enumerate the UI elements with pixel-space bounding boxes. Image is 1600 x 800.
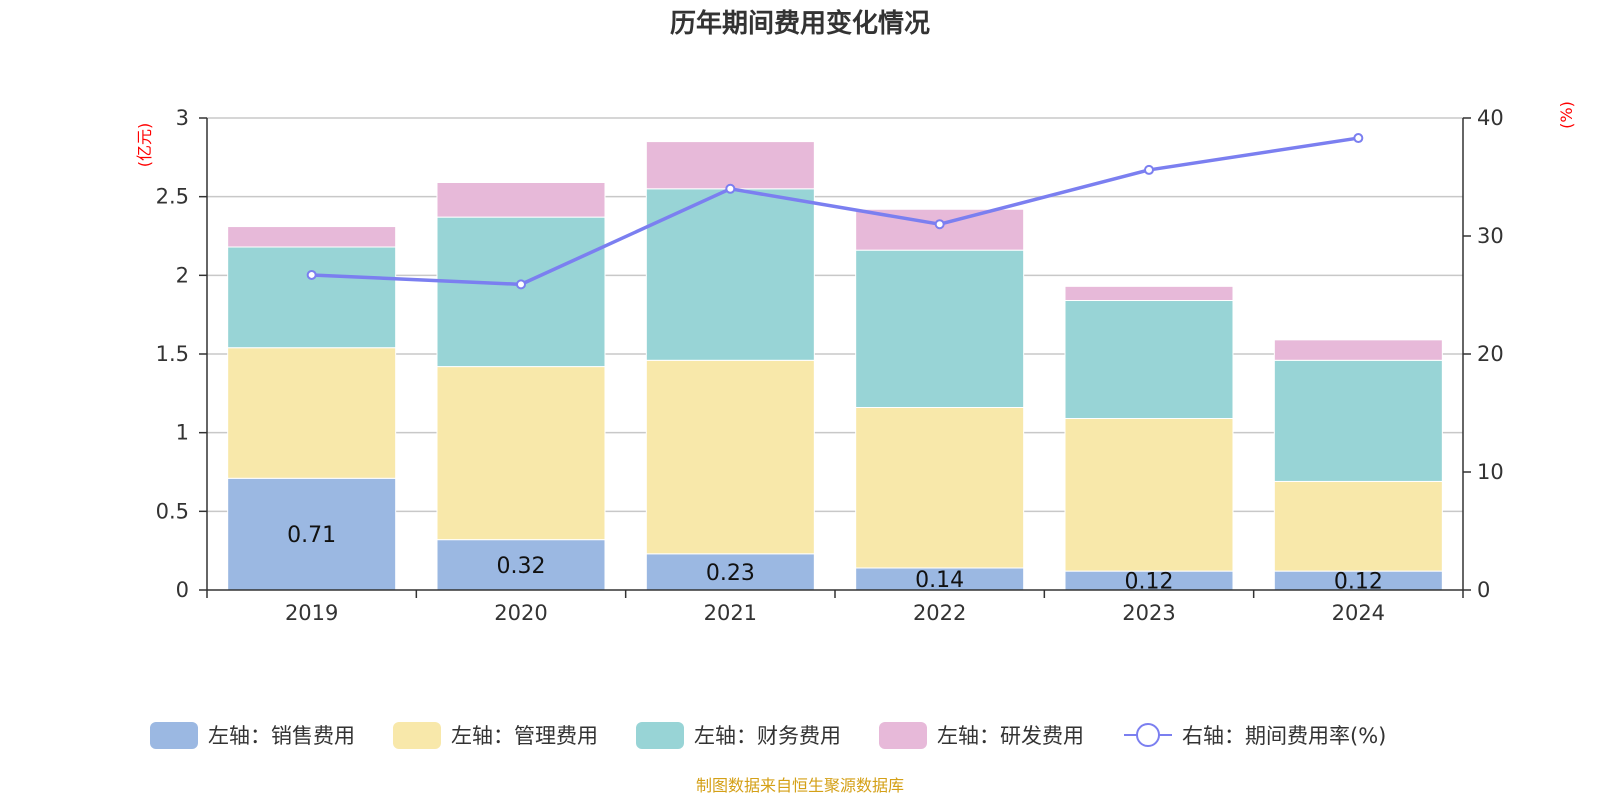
rate-point [1144, 164, 1154, 175]
rate-point [934, 219, 945, 230]
rate-line-layer [306, 133, 1364, 290]
left-axis-unit: (亿元) [135, 123, 154, 168]
grid-lines [207, 117, 1463, 513]
right-tick-label: 20 [1477, 342, 1504, 366]
rate-point [1353, 133, 1364, 144]
right-tick-label: 0 [1477, 578, 1490, 602]
x-tick-label: 2024 [1332, 601, 1385, 625]
bar-segment [1273, 480, 1443, 572]
bar-data-label: 0.32 [497, 554, 546, 579]
x-tick-label: 2022 [913, 601, 966, 625]
bar-segment [436, 216, 606, 368]
legend-swatch [636, 722, 684, 749]
bar-segment [855, 249, 1025, 408]
left-tick-label: 2.5 [156, 185, 189, 209]
x-tick-label: 2020 [494, 601, 547, 625]
legend-label: 左轴：销售费用 [208, 724, 355, 748]
chart-title: 历年期间费用变化情况 [670, 8, 930, 39]
bar-segment [436, 539, 606, 591]
bar-segment [645, 141, 815, 190]
right-tick-label: 40 [1477, 106, 1504, 130]
legend: 左轴：销售费用 左轴：管理费用 左轴：财务费用 左轴：研发费用 右轴：期间费用率(%) [150, 722, 1386, 749]
x-tick-label: 2023 [1122, 601, 1175, 625]
legend-label: 左轴：管理费用 [451, 724, 598, 748]
rate-point [725, 183, 736, 194]
x-tick-label: 2021 [704, 601, 757, 625]
rate-line [311, 136, 1359, 287]
bar-data-label: 0.12 [1334, 570, 1383, 595]
bar-data-label: 0.12 [1125, 570, 1174, 595]
left-tick-label: 2 [176, 263, 189, 287]
bar-segment [227, 226, 397, 248]
legend-swatch [150, 722, 198, 749]
legend-label: 左轴：财务费用 [694, 724, 841, 748]
bar-segment [645, 359, 815, 555]
bar-segment [1064, 418, 1234, 572]
bar-segment [436, 366, 606, 541]
legend-label: 左轴：研发费用 [937, 724, 1084, 748]
legend-marker [1136, 723, 1160, 747]
bar-segment [645, 553, 815, 591]
bar-segment [1064, 300, 1234, 420]
bar-segment [1273, 339, 1443, 361]
bar-segment [1273, 359, 1443, 482]
right-tick-label: 10 [1477, 460, 1504, 484]
legend-swatch [393, 722, 441, 749]
bar-data-label: 0.14 [915, 568, 964, 593]
x-tick-label: 2019 [285, 601, 338, 625]
bar-segment [227, 347, 397, 479]
legend-swatch [879, 722, 927, 749]
left-tick-label: 1.5 [156, 342, 189, 366]
bar-data-label: 0.23 [706, 561, 755, 586]
bar-data-label: 0.71 [287, 523, 336, 548]
legend-label: 右轴：期间费用率(%) [1182, 724, 1386, 748]
right-axis-unit: (%) [1557, 101, 1576, 129]
left-tick-label: 0.5 [156, 499, 189, 523]
bar-segment [436, 182, 606, 218]
bar-segment [1064, 285, 1234, 302]
bar-segment [855, 406, 1025, 569]
bar-layer: 0.71 0.32 0.23 0.14 0.12 0.12 [227, 141, 1443, 595]
rate-point [516, 279, 526, 290]
source-note: 制图数据来自恒生聚源数据库 [696, 776, 904, 795]
right-tick-label: 30 [1477, 224, 1504, 248]
bar-segment [227, 246, 397, 349]
rate-point [306, 269, 317, 280]
left-tick-label: 1 [176, 421, 189, 445]
left-tick-label: 3 [176, 106, 189, 130]
left-tick-label: 0 [176, 578, 189, 602]
